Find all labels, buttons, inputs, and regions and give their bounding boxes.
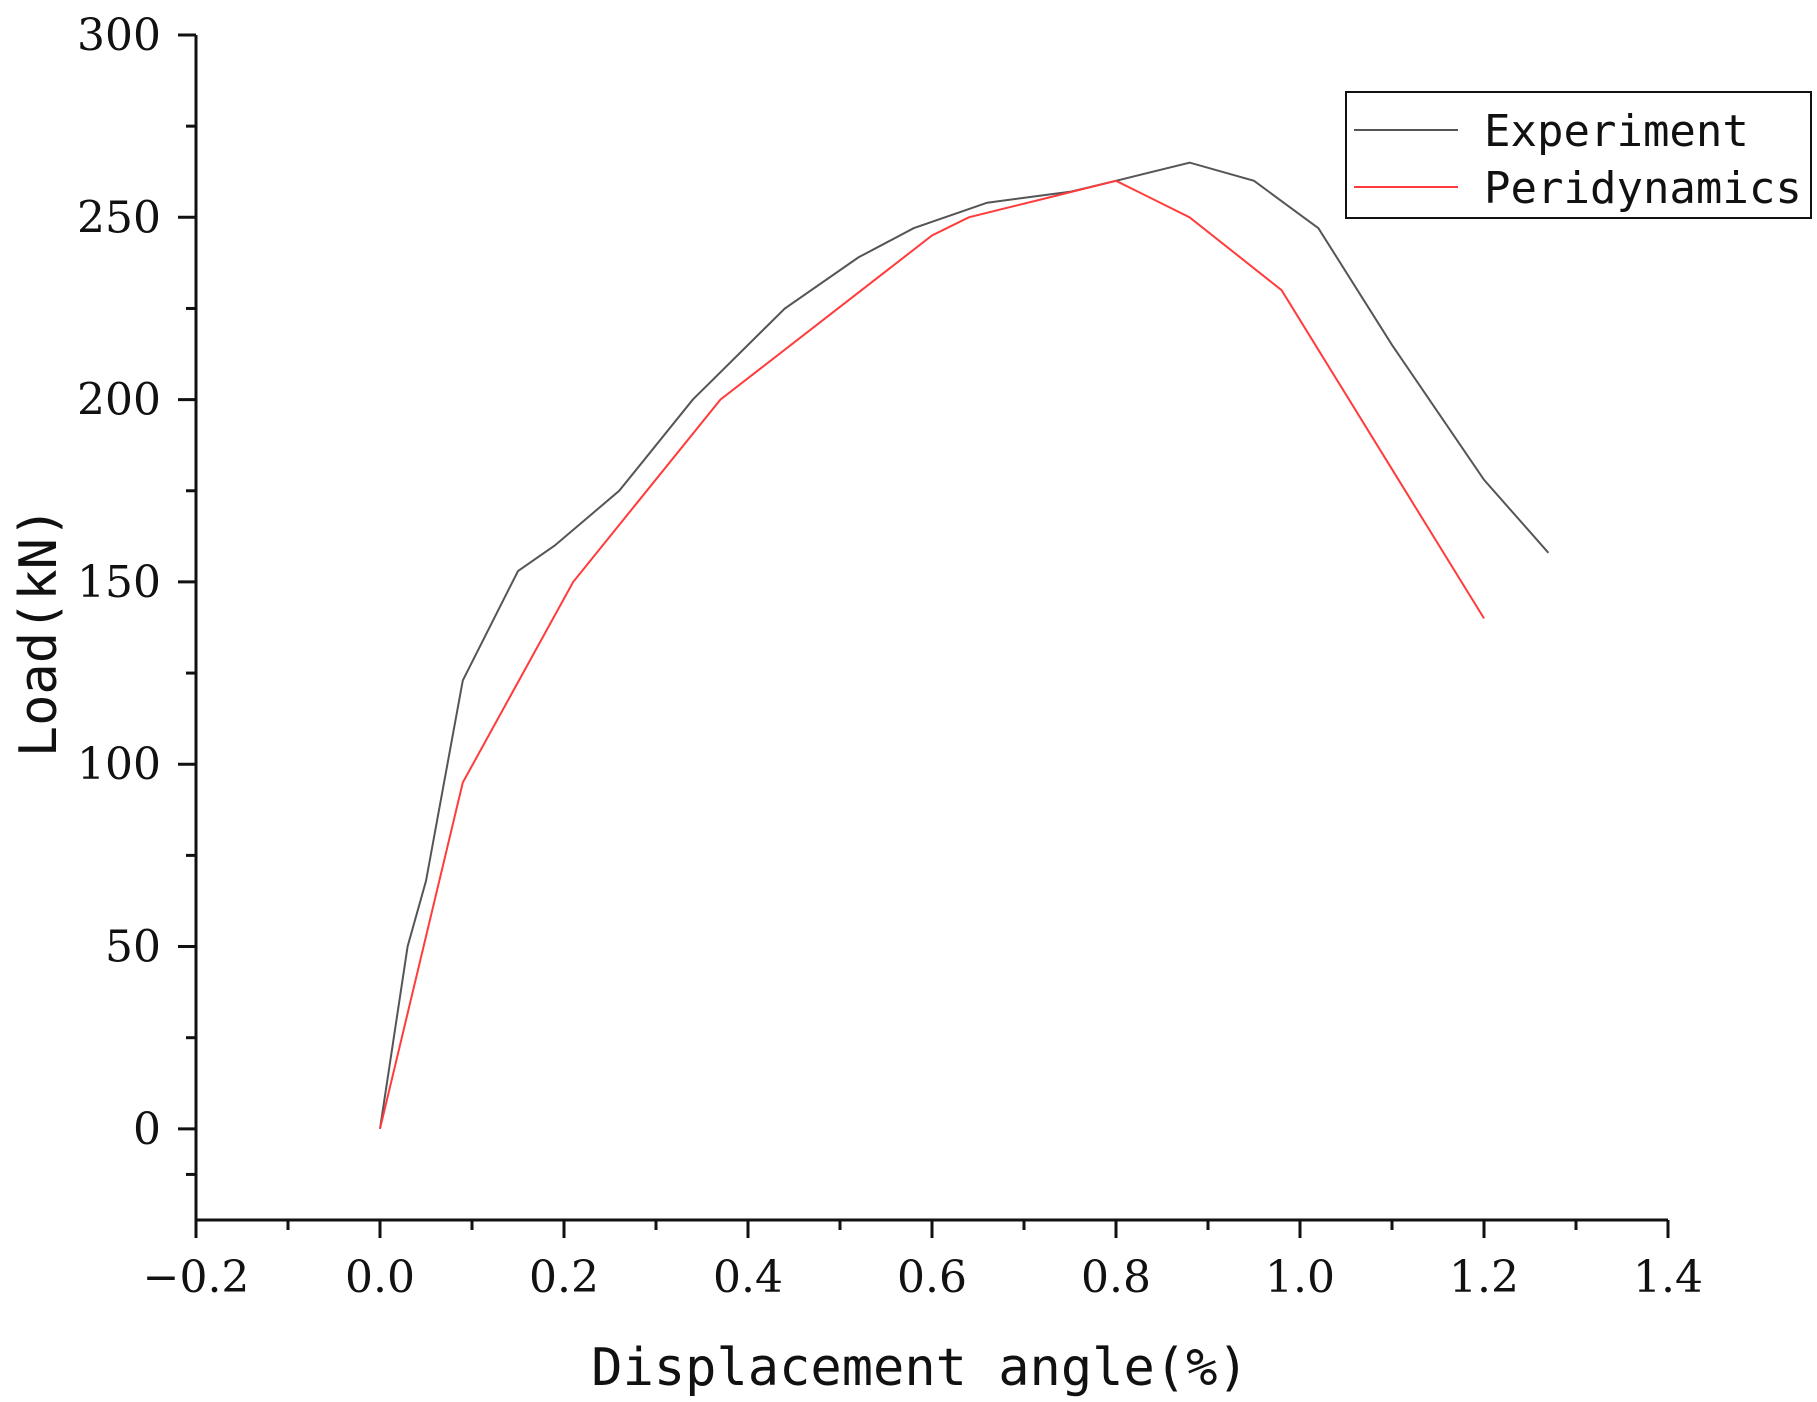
y-tick-label: 200 — [77, 375, 161, 426]
x-tick-label: 0.4 — [713, 1252, 783, 1303]
y-tick-label: 0 — [133, 1104, 161, 1155]
x-tick-label: 1.2 — [1449, 1252, 1519, 1303]
x-axis-title: Displacement angle(%) — [591, 1338, 1248, 1398]
x-tick-label: 0.2 — [529, 1252, 599, 1303]
y-tick-label: 100 — [77, 739, 161, 790]
axes: −0.2 0.0 0.2 0.4 0.6 0.8 1.0 1.2 1.4 0 50 100 150 200… — [77, 10, 1703, 1303]
y-axis-title: Load(kN) — [9, 507, 69, 757]
y-tick-label: 150 — [77, 557, 161, 608]
x-tick-label: 1.4 — [1633, 1252, 1703, 1303]
x-tick-label: 0.0 — [345, 1252, 415, 1303]
legend-label: Experiment — [1484, 106, 1749, 157]
y-tick-label: 50 — [105, 922, 161, 973]
legend-label: Peridynamics — [1484, 163, 1802, 214]
x-tick-label: 1.0 — [1265, 1252, 1335, 1303]
series-layer — [379, 161, 1550, 1130]
x-tick-label: −0.2 — [143, 1252, 250, 1303]
legend: Experiment Peridynamics — [1345, 91, 1812, 219]
x-tick-label: 0.8 — [1081, 1252, 1151, 1303]
x-tick-label: 0.6 — [897, 1252, 967, 1303]
series-line-experiment — [379, 161, 1550, 1129]
y-tick-label: 300 — [77, 10, 161, 61]
y-tick-label: 250 — [77, 192, 161, 243]
legend-box — [1345, 91, 1812, 219]
series-line-peridynamics — [379, 179, 1485, 1130]
